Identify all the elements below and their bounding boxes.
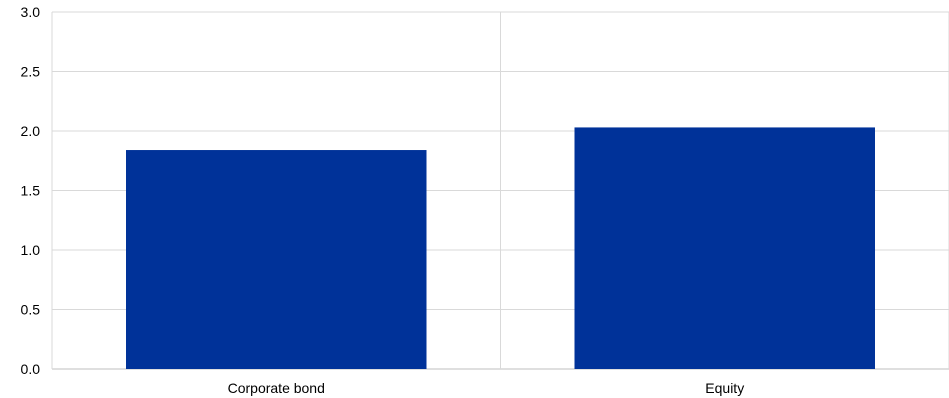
y-tick-label: 3.0 xyxy=(21,4,41,20)
x-axis: Corporate bond Equity xyxy=(228,380,745,396)
bars xyxy=(126,127,875,370)
y-axis: 0.0 0.5 1.0 1.5 2.0 2.5 3.0 xyxy=(21,4,41,377)
bar-equity xyxy=(574,127,875,370)
bar-corporate-bond xyxy=(126,150,427,369)
y-tick-label: 0.0 xyxy=(21,361,41,377)
y-tick-label: 1.0 xyxy=(21,242,41,258)
x-category-label: Corporate bond xyxy=(228,380,325,396)
x-category-label: Equity xyxy=(705,380,744,396)
y-tick-label: 0.5 xyxy=(21,302,41,318)
y-tick-label: 2.0 xyxy=(21,123,41,139)
y-tick-label: 2.5 xyxy=(21,64,41,80)
y-tick-label: 1.5 xyxy=(21,183,41,199)
